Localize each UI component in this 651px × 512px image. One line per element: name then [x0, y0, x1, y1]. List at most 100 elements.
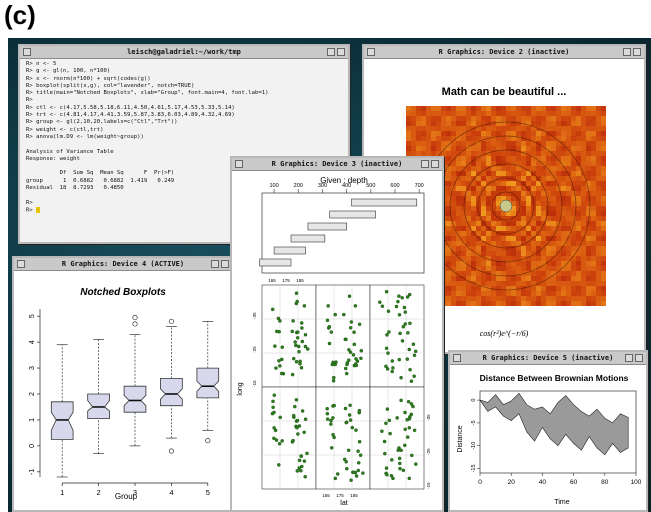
pattern-cell	[521, 201, 527, 207]
pattern-cell	[511, 271, 517, 277]
pattern-cell	[591, 221, 597, 227]
coplot-point	[331, 379, 336, 383]
pattern-cell	[476, 126, 482, 132]
pattern-cell	[486, 286, 492, 292]
window-menu-icon[interactable]	[17, 260, 25, 268]
pattern-cell	[496, 186, 502, 192]
pattern-cell	[436, 131, 442, 137]
pattern-cell	[526, 216, 532, 222]
coplot-point	[409, 402, 414, 406]
pattern-cell	[601, 146, 606, 152]
terminal-titlebar[interactable]: leisch@galadriel:~/work/tmp	[20, 46, 348, 59]
pattern-cell	[481, 131, 487, 137]
minimize-icon[interactable]	[421, 160, 429, 168]
device2-titlebar[interactable]: R Graphics: Device 2 (inactive)	[364, 46, 644, 59]
terminal-window[interactable]: leisch@galadriel:~/work/tmp R> n <- 5 R>…	[18, 44, 350, 244]
window-menu-icon[interactable]	[23, 48, 31, 56]
pattern-cell	[586, 166, 592, 172]
pattern-cell	[421, 111, 427, 117]
device4-titlebar[interactable]: R Graphics: Device 4 (ACTIVE)	[14, 258, 232, 271]
pattern-cell	[441, 136, 447, 142]
pattern-cell	[481, 206, 487, 212]
graphics-device-5-window[interactable]: R Graphics: Device 5 (inactive) Distance…	[448, 350, 648, 512]
pattern-cell	[571, 156, 577, 162]
pattern-cell	[476, 271, 482, 277]
pattern-cell	[491, 156, 497, 162]
maximize-icon[interactable]	[337, 48, 345, 56]
box-outlier	[205, 438, 211, 444]
given-tick-label: 500	[366, 183, 375, 189]
coplot-point	[270, 411, 275, 416]
minimize-icon[interactable]	[327, 48, 335, 56]
pattern-cell	[601, 286, 606, 292]
graphics-device-4-window[interactable]: R Graphics: Device 4 (ACTIVE) Notched Bo…	[12, 256, 234, 512]
pattern-cell	[466, 241, 472, 247]
pattern-cell	[526, 256, 532, 262]
pattern-cell	[556, 126, 562, 132]
pattern-cell	[596, 161, 602, 167]
pattern-cell	[461, 231, 467, 237]
brownian-xlabel: Time	[554, 499, 569, 506]
pattern-cell	[541, 301, 547, 306]
pattern-cell	[536, 106, 542, 112]
pattern-cell	[586, 176, 592, 182]
terminal-output[interactable]: R> n <- 5 R> g <- gl(n, 100, n*100) R> x…	[20, 59, 348, 242]
pattern-cell	[521, 241, 527, 247]
pattern-cell	[536, 191, 542, 197]
pattern-cell	[561, 246, 567, 252]
maximize-icon[interactable]	[633, 48, 641, 56]
pattern-cell	[506, 251, 512, 257]
pattern-cell	[481, 296, 487, 302]
pattern-cell	[496, 251, 502, 257]
maximize-icon[interactable]	[431, 160, 439, 168]
window-menu-icon[interactable]	[453, 354, 461, 362]
pattern-cell	[466, 231, 472, 237]
pattern-cell	[506, 116, 512, 122]
graphics-device-3-window[interactable]: R Graphics: Device 3 (inactive) Given : …	[230, 156, 444, 512]
pattern-cell	[586, 246, 592, 252]
pattern-cell	[541, 161, 547, 167]
maximize-icon[interactable]	[635, 354, 643, 362]
window-menu-icon[interactable]	[367, 48, 375, 56]
pattern-cell	[476, 171, 482, 177]
coplot-y-tick-label: -35	[426, 414, 431, 421]
minimize-icon[interactable]	[623, 48, 631, 56]
pattern-cell	[496, 281, 502, 287]
pattern-cell	[456, 186, 462, 192]
pattern-cell	[561, 111, 567, 117]
coplot-point	[296, 344, 301, 349]
pattern-cell	[411, 131, 417, 137]
pattern-cell	[581, 251, 587, 257]
pattern-cell	[576, 226, 582, 232]
minimize-icon[interactable]	[211, 260, 219, 268]
pattern-cell	[506, 246, 512, 252]
pattern-cell	[516, 261, 522, 267]
pattern-cell	[531, 111, 537, 117]
pattern-cell	[461, 176, 467, 182]
maximize-icon[interactable]	[221, 260, 229, 268]
pattern-cell	[461, 196, 467, 202]
pattern-cell	[581, 111, 587, 117]
window-menu-icon[interactable]	[235, 160, 243, 168]
coplot-point	[297, 349, 301, 354]
pattern-cell	[596, 221, 602, 227]
pattern-cell	[486, 211, 492, 217]
pattern-cell	[466, 166, 472, 172]
device3-titlebar[interactable]: R Graphics: Device 3 (inactive)	[232, 158, 442, 171]
device5-titlebar[interactable]: R Graphics: Device 5 (inactive)	[450, 352, 646, 365]
pattern-cell	[446, 261, 452, 267]
pattern-cell	[581, 296, 587, 302]
pattern-cell	[546, 296, 552, 302]
pattern-cell	[511, 181, 517, 187]
pattern-cell	[481, 266, 487, 272]
pattern-cell	[476, 141, 482, 147]
minimize-icon[interactable]	[625, 354, 633, 362]
pattern-cell	[556, 271, 562, 277]
coplot-point	[344, 371, 349, 376]
given-interval-bar	[273, 246, 306, 255]
coplot-point	[390, 458, 394, 462]
pattern-cell	[416, 141, 422, 147]
pattern-cell	[511, 196, 517, 202]
pattern-cell	[431, 106, 437, 112]
pattern-cell	[546, 286, 552, 292]
